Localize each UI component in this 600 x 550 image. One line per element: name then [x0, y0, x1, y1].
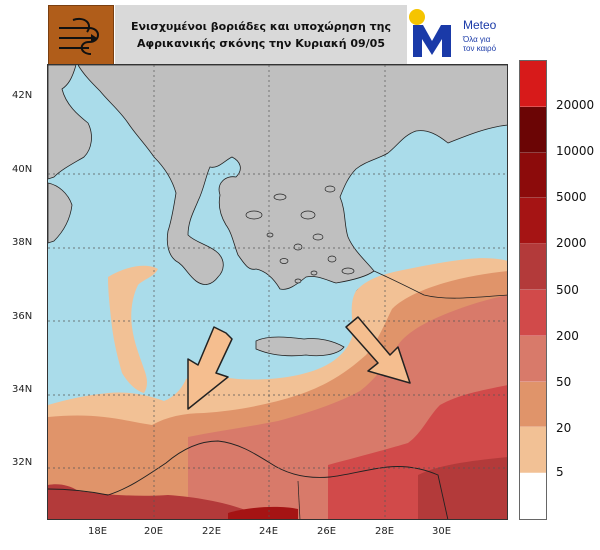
lon-label-26e: 26E: [317, 526, 337, 537]
dust-level-2000: [228, 506, 298, 520]
lat-label-32n: 32N: [12, 457, 33, 468]
meteo-brand: Meteo Όλα για τον καιρό: [407, 5, 508, 65]
brand-tagline: Όλα για τον καιρό: [463, 35, 507, 53]
lat-label-40n: 40N: [12, 164, 33, 175]
wind-swirl-icon: [59, 18, 99, 55]
legend-label-500: 500: [556, 283, 579, 297]
lon-label-24e: 24E: [259, 526, 279, 537]
legend-swatch: [520, 198, 546, 245]
legend-swatch: [520, 427, 546, 474]
lon-label-20e: 20E: [144, 526, 164, 537]
egypt-border-line: [297, 480, 301, 520]
legend-label-2000: 2000: [556, 236, 587, 250]
legend-swatch: [520, 152, 546, 199]
lat-label-42n: 42N: [12, 90, 33, 101]
lon-label-30e: 30E: [432, 526, 452, 537]
legend-swatch: [520, 381, 546, 428]
legend-label-200: 200: [556, 329, 579, 343]
legend-swatch: [520, 289, 546, 336]
lat-label-34n: 34N: [12, 384, 33, 395]
lon-label-22e: 22E: [202, 526, 222, 537]
land-balkans-greece-turkey: [77, 65, 508, 290]
legend-swatch: [520, 244, 546, 290]
brand-tagline-line-1: Όλα για: [463, 35, 491, 44]
legend-swatch: [520, 106, 546, 153]
dust-concentration-map: [48, 65, 508, 520]
arrow-southwest-icon: [187, 326, 233, 410]
map-gridlines: [48, 65, 508, 520]
legend-label-10000: 10000: [556, 144, 595, 158]
legend-swatch: [520, 335, 546, 382]
title-line-2: Αφρικανικής σκόνης την Κυριακή 09/05: [137, 37, 385, 50]
lon-label-28e: 28E: [375, 526, 395, 537]
legend-swatch: [520, 61, 546, 107]
arrow-southeast-icon: [345, 316, 411, 384]
brand-name: Meteo: [463, 18, 497, 32]
land-sicily-calabria: [48, 182, 73, 244]
legend-label-5000: 5000: [556, 190, 587, 204]
legend-label-20: 20: [556, 421, 572, 435]
legend-label-50: 50: [556, 375, 572, 389]
legend-label-20000: 20000: [556, 98, 595, 112]
header-logo: [48, 5, 114, 65]
north-africa-coastline: [48, 440, 449, 520]
title-line-1: Ενισχυμένοι βοριάδες και υποχώρηση της: [130, 20, 392, 33]
header-title: Ενισχυμένοι βοριάδες και υποχώρηση της Α…: [115, 5, 407, 65]
lon-label-18e: 18E: [88, 526, 108, 537]
brand-tagline-line-2: τον καιρό: [463, 44, 497, 53]
dust-level-500-sw: [48, 484, 248, 520]
meteo-m-sun-logo: [409, 9, 451, 57]
land-italy: [48, 65, 92, 180]
color-legend: [519, 60, 547, 520]
legend-label-5: 5: [556, 465, 564, 479]
map-svg: [48, 65, 508, 520]
legend-swatch: [520, 473, 546, 519]
dust-level-500: [418, 457, 508, 520]
land-crete: [255, 336, 345, 357]
lat-label-36n: 36N: [12, 311, 33, 322]
dust-level-5-west-plume: [108, 265, 158, 393]
lat-label-38n: 38N: [12, 237, 33, 248]
anatolia-south-coastline: [373, 270, 508, 299]
